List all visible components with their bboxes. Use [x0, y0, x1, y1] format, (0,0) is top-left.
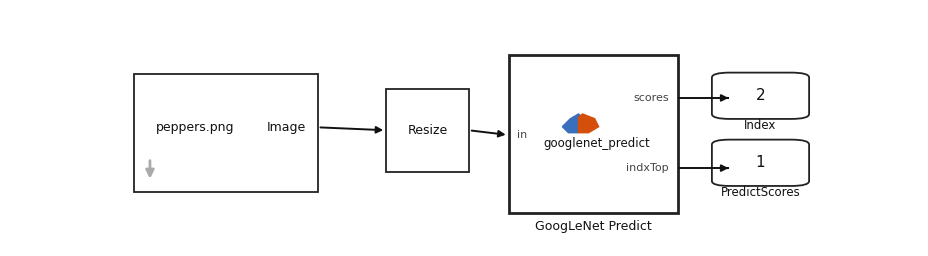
Text: in: in	[517, 130, 527, 140]
Text: googlenet_predict: googlenet_predict	[543, 137, 650, 150]
Text: Resize: Resize	[407, 124, 447, 137]
Text: scores: scores	[633, 93, 668, 103]
FancyBboxPatch shape	[134, 74, 317, 192]
Text: GoogLeNet Predict: GoogLeNet Predict	[535, 220, 651, 233]
FancyBboxPatch shape	[508, 55, 677, 213]
FancyBboxPatch shape	[711, 73, 808, 119]
Text: Image: Image	[266, 121, 306, 134]
Text: indxTop: indxTop	[625, 163, 668, 173]
Text: peppers.png: peppers.png	[155, 121, 234, 134]
Polygon shape	[561, 114, 582, 133]
Text: 1: 1	[754, 155, 765, 170]
Text: 2: 2	[754, 88, 765, 103]
Text: PredictScores: PredictScores	[720, 186, 800, 199]
FancyBboxPatch shape	[386, 89, 469, 172]
FancyBboxPatch shape	[711, 140, 808, 186]
Polygon shape	[578, 114, 598, 133]
Text: Index: Index	[743, 119, 776, 132]
